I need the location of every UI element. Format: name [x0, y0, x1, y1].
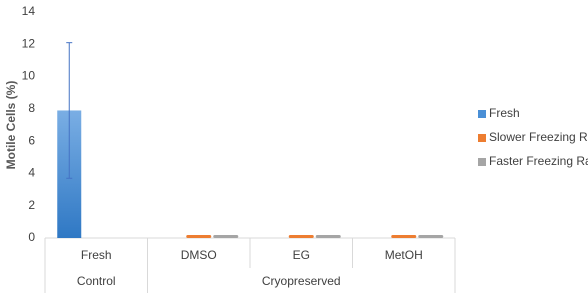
- y-tick-label: 12: [22, 36, 36, 50]
- y-tick-label: 6: [28, 133, 35, 147]
- legend-label: Fresh: [489, 106, 520, 120]
- y-tick-label: 0: [28, 230, 35, 244]
- group-label: Control: [77, 274, 116, 288]
- x-tick-label: MetOH: [385, 248, 423, 262]
- legend-swatch: [478, 158, 486, 166]
- legend-swatch: [478, 110, 486, 118]
- legend-label: Slower Freezing Ra: [489, 130, 588, 144]
- group-label: Cryopreserved: [262, 274, 341, 288]
- y-tick-label: 8: [28, 101, 35, 115]
- y-axis-label: Motile Cells (%): [4, 81, 18, 170]
- x-tick-label: Fresh: [81, 248, 112, 262]
- x-tick-label: EG: [293, 248, 310, 262]
- y-tick-label: 2: [28, 198, 35, 212]
- y-tick-label: 10: [22, 69, 36, 83]
- y-tick-label: 14: [22, 4, 36, 18]
- x-tick-label: DMSO: [181, 248, 217, 262]
- legend-label: Faster Freezing Ra: [489, 154, 588, 168]
- y-tick-label: 4: [28, 166, 35, 180]
- legend-swatch: [478, 134, 486, 142]
